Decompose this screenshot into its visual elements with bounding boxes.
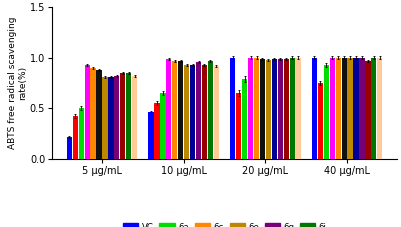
Bar	[348, 57, 353, 159]
Bar	[365, 61, 371, 159]
Bar	[260, 59, 265, 159]
Bar	[190, 65, 195, 159]
Bar	[272, 59, 277, 159]
Bar	[324, 65, 329, 159]
Bar	[120, 73, 126, 159]
Bar	[114, 76, 119, 159]
Bar	[277, 59, 283, 159]
Bar	[330, 57, 335, 159]
Bar	[214, 66, 219, 159]
Bar	[172, 61, 177, 159]
Bar	[377, 57, 383, 159]
Bar	[242, 79, 247, 159]
Bar	[85, 65, 90, 159]
Bar	[148, 112, 154, 159]
Bar	[102, 77, 107, 159]
Bar	[196, 62, 201, 159]
Bar	[359, 57, 365, 159]
Bar	[160, 93, 166, 159]
Bar	[230, 57, 235, 159]
Bar	[371, 57, 377, 159]
Bar	[67, 137, 72, 159]
Bar	[208, 61, 213, 159]
Bar	[178, 61, 183, 159]
Bar	[266, 59, 271, 159]
Bar	[284, 59, 289, 159]
Bar	[236, 93, 241, 159]
Bar	[296, 57, 301, 159]
Bar	[96, 70, 101, 159]
Bar	[108, 77, 113, 159]
Bar	[166, 59, 172, 159]
Bar	[353, 57, 358, 159]
Bar	[73, 116, 78, 159]
Bar	[248, 57, 253, 159]
Bar	[91, 68, 96, 159]
Bar	[312, 57, 317, 159]
Y-axis label: ABTS free radical scavenging
rate(%): ABTS free radical scavenging rate(%)	[8, 17, 27, 149]
Bar	[202, 65, 207, 159]
Bar	[290, 57, 295, 159]
Legend: VC, MT, 6a, 6b, 6c, 6d, 6e, 6f, 6g, 6h, 6i, 6j: VC, MT, 6a, 6b, 6c, 6d, 6e, 6f, 6g, 6h, …	[121, 221, 328, 227]
Bar	[336, 57, 341, 159]
Bar	[154, 103, 160, 159]
Bar	[342, 57, 347, 159]
Bar	[318, 83, 323, 159]
Bar	[126, 73, 131, 159]
Bar	[184, 65, 189, 159]
Bar	[79, 108, 84, 159]
Bar	[254, 57, 259, 159]
Bar	[132, 76, 137, 159]
